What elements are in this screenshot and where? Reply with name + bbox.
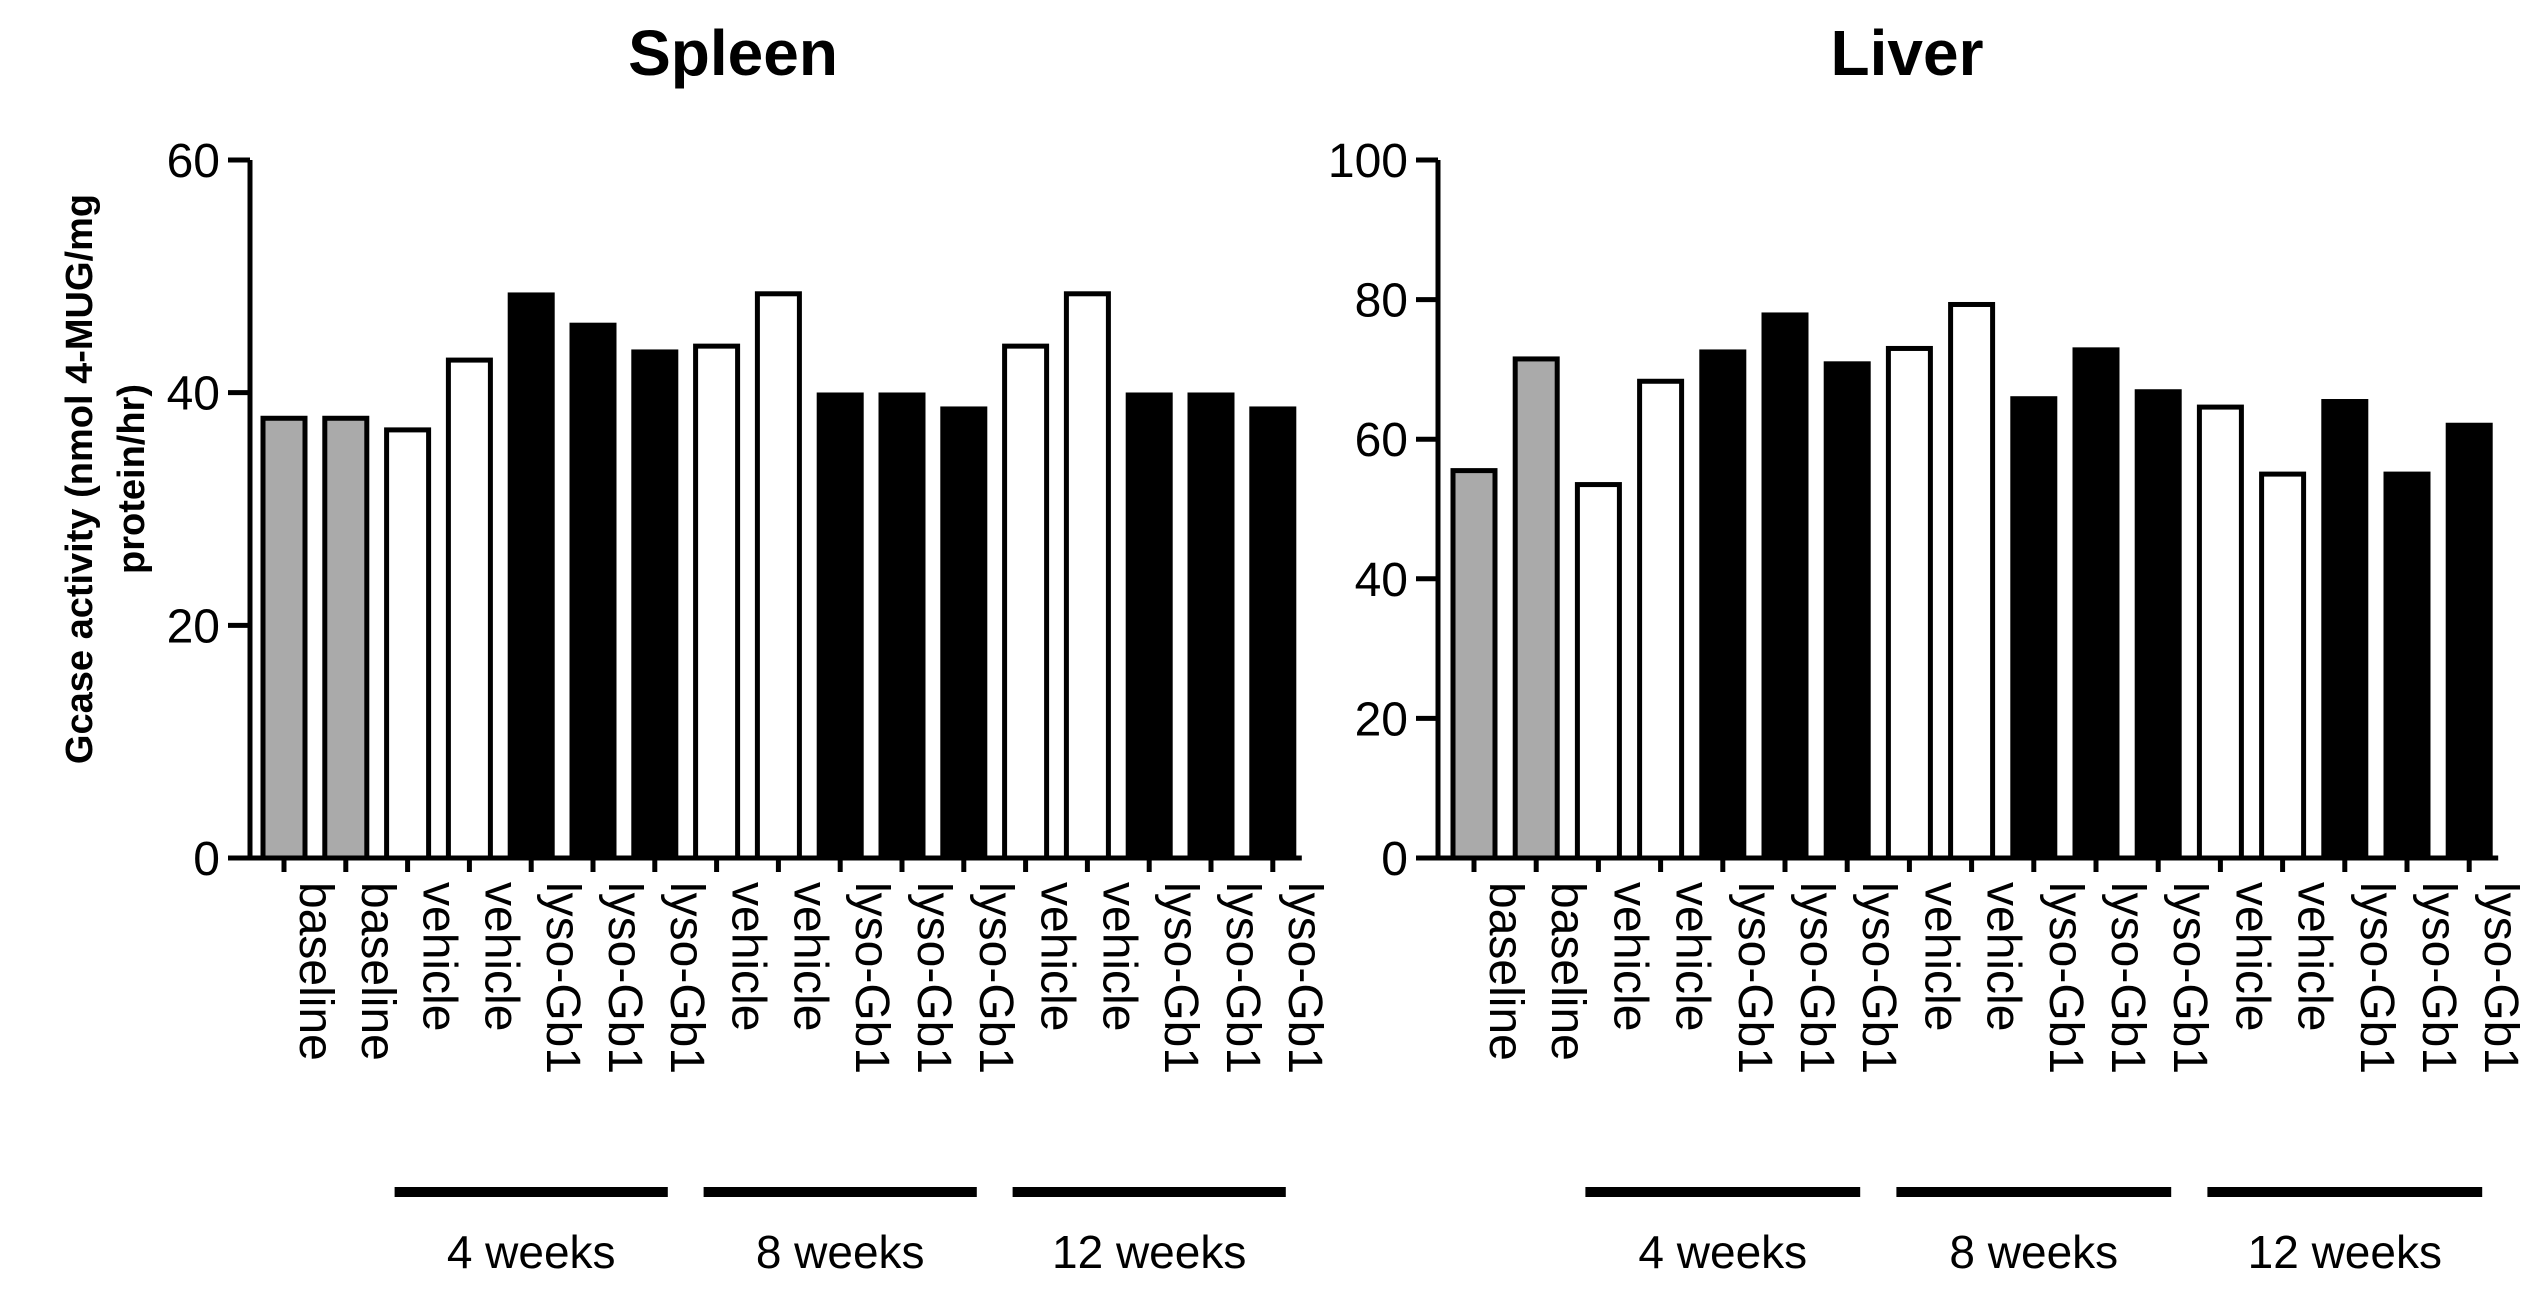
y-tick-label: 20 xyxy=(167,600,220,653)
chart-title: Spleen xyxy=(628,17,838,89)
x-category-label: vehicle xyxy=(783,882,836,1031)
y-tick-label: 40 xyxy=(1355,554,1408,607)
y-tick-label: 40 xyxy=(167,368,220,421)
bar-vehicle xyxy=(2196,404,2244,861)
spleen-panel: Spleen Gcase activity (nmol 4-MUG/mg prote… xyxy=(59,17,1331,1278)
bar-vehicle xyxy=(1574,482,1622,861)
x-category-label: lyso-Gb1 xyxy=(907,882,960,1074)
bar-baseline xyxy=(322,415,370,861)
x-category-label: baseline xyxy=(351,882,404,1061)
y-axis-label-line-2: protein/hr) xyxy=(111,384,153,574)
bar-lyso-Gb1 xyxy=(2445,422,2493,861)
group-label: 12 weeks xyxy=(2248,1226,2442,1278)
bar-vehicle xyxy=(754,291,802,861)
y-tick-label: 100 xyxy=(1328,135,1408,188)
bar-vehicle xyxy=(445,357,493,861)
bar-baseline xyxy=(1450,468,1498,861)
bar-lyso-Gb1 xyxy=(2072,347,2120,861)
group-label: 8 weeks xyxy=(1949,1226,2118,1278)
bar-lyso-Gb1 xyxy=(1187,392,1235,861)
bar-vehicle xyxy=(2259,471,2307,861)
x-category-label: baseline xyxy=(1541,882,1594,1061)
x-category-label: vehicle xyxy=(2288,882,2341,1031)
chart-title: Liver xyxy=(1831,17,1984,89)
bar-lyso-Gb1 xyxy=(2321,399,2369,861)
bar-vehicle xyxy=(1002,343,1050,861)
bar-lyso-Gb1 xyxy=(569,322,617,861)
bar-lyso-Gb1 xyxy=(2010,396,2058,861)
bar-baseline xyxy=(260,415,308,861)
x-category-label: lyso-Gb1 xyxy=(536,882,589,1074)
x-category-label: vehicle xyxy=(722,882,775,1031)
bar-lyso-Gb1 xyxy=(1823,361,1871,861)
bar-lyso-Gb1 xyxy=(507,292,555,861)
x-category-label: lyso-Gb1 xyxy=(2039,882,2092,1074)
x-category-label: lyso-Gb1 xyxy=(1790,882,1843,1074)
x-category-label: lyso-Gb1 xyxy=(845,882,898,1074)
bar-vehicle xyxy=(1885,345,1933,861)
x-category-label: lyso-Gb1 xyxy=(1852,882,1905,1074)
bar-vehicle xyxy=(384,427,432,861)
y-tick-label: 0 xyxy=(1381,833,1408,886)
x-category-label: lyso-Gb1 xyxy=(2474,882,2522,1074)
bar-vehicle xyxy=(1948,301,1996,861)
bar-lyso-Gb1 xyxy=(816,392,864,861)
group-label: 4 weeks xyxy=(1638,1226,1807,1278)
bar-lyso-Gb1 xyxy=(1699,349,1747,861)
y-tick-label: 60 xyxy=(1355,414,1408,467)
bar-lyso-Gb1 xyxy=(1249,406,1297,861)
bar-vehicle xyxy=(1637,378,1685,861)
y-axis-label: Gcase activity (nmol 4-MUG/mg protein/hr) xyxy=(59,194,153,764)
x-category-label: vehicle xyxy=(1603,882,1656,1031)
x-category-label: lyso-Gb1 xyxy=(2350,882,2403,1074)
x-category-label: lyso-Gb1 xyxy=(598,882,651,1074)
bar-lyso-Gb1 xyxy=(2134,389,2182,861)
y-tick-label: 60 xyxy=(167,135,220,188)
x-category-label: lyso-Gb1 xyxy=(1728,882,1781,1074)
x-category-label: lyso-Gb1 xyxy=(1278,882,1331,1074)
x-category-label: vehicle xyxy=(1666,882,1719,1031)
group-label: 12 weeks xyxy=(1052,1226,1246,1278)
x-category-label: vehicle xyxy=(1092,882,1145,1031)
x-category-label: vehicle xyxy=(474,882,527,1031)
x-category-label: vehicle xyxy=(1977,882,2030,1031)
bar-lyso-Gb1 xyxy=(1761,312,1809,861)
group-label: 8 weeks xyxy=(756,1226,925,1278)
bar-vehicle xyxy=(1063,291,1111,861)
bar-lyso-Gb1 xyxy=(2383,471,2431,861)
x-category-label: lyso-Gb1 xyxy=(969,882,1022,1074)
x-category-label: vehicle xyxy=(1914,882,1967,1031)
x-category-label: lyso-Gb1 xyxy=(1154,882,1207,1074)
x-category-label: lyso-Gb1 xyxy=(2101,882,2154,1074)
x-category-label: baseline xyxy=(289,882,342,1061)
y-tick-label: 80 xyxy=(1355,275,1408,328)
x-category-label: vehicle xyxy=(2225,882,2278,1031)
bar-lyso-Gb1 xyxy=(878,392,926,861)
x-category-label: lyso-Gb1 xyxy=(2412,882,2465,1074)
bar-lyso-Gb1 xyxy=(1125,392,1173,861)
bar-baseline xyxy=(1512,356,1560,861)
y-tick-label: 0 xyxy=(193,833,220,886)
y-tick-label: 20 xyxy=(1355,693,1408,746)
bar-lyso-Gb1 xyxy=(631,349,679,861)
x-category-label: vehicle xyxy=(1031,882,1084,1031)
bar-lyso-Gb1 xyxy=(940,406,988,861)
x-category-label: vehicle xyxy=(413,882,466,1031)
x-category-label: lyso-Gb1 xyxy=(660,882,713,1074)
x-category-label: lyso-Gb1 xyxy=(2163,882,2216,1074)
x-category-label: lyso-Gb1 xyxy=(1216,882,1269,1074)
bar-vehicle xyxy=(693,343,741,861)
group-label: 4 weeks xyxy=(447,1226,616,1278)
y-axis-label-line-1: Gcase activity (nmol 4-MUG/mg xyxy=(59,194,101,764)
x-category-label: baseline xyxy=(1479,882,1532,1061)
